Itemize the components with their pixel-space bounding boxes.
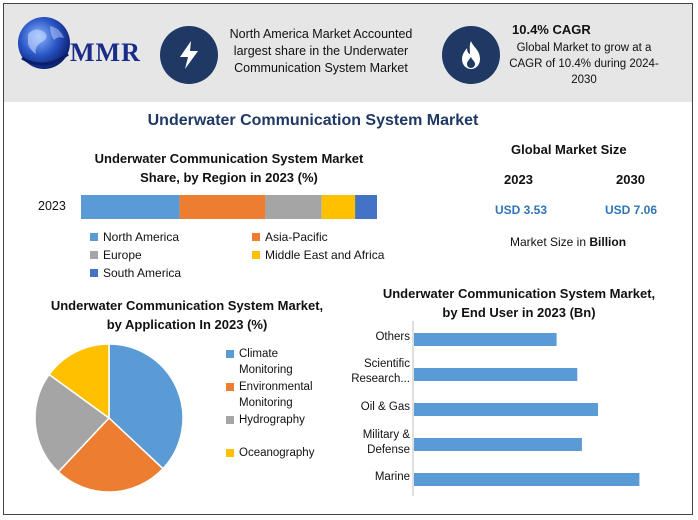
category-label-oil-gas: Oil & Gas bbox=[360, 401, 410, 413]
main-title: Underwater Communication System Market bbox=[147, 112, 479, 129]
legend-label: Asia-Pacific bbox=[265, 230, 328, 244]
region-bar-segment-south-america bbox=[355, 195, 377, 219]
logo-text: MMR bbox=[70, 38, 141, 67]
legend-asia-pacific: Asia-Pacific bbox=[252, 230, 328, 244]
mmr-logo: MMR bbox=[14, 12, 154, 82]
legend-label: Europe bbox=[103, 248, 142, 262]
legend-south-america: South America bbox=[90, 266, 181, 280]
legend-hydrography: Hydrography bbox=[226, 412, 326, 428]
legend-north-america: North America bbox=[90, 230, 179, 244]
category-label-scientific-research: Scientific Research... bbox=[351, 358, 410, 385]
end-user-bar-chart bbox=[412, 321, 640, 496]
market-size-title: Global Market Size bbox=[511, 142, 627, 157]
category-label-others: Others bbox=[375, 331, 410, 343]
header-band: MMR North America Market Accounted large… bbox=[4, 4, 692, 102]
legend-middle-east-africa: Middle East and Africa bbox=[252, 248, 384, 262]
market-note: North America Market Accounted largest s… bbox=[229, 27, 413, 75]
end-user-bar-others bbox=[414, 333, 557, 346]
legend-swatch bbox=[252, 233, 260, 241]
cagr-title: 10.4% CAGR bbox=[512, 22, 591, 37]
region-bar-segment-north-america bbox=[81, 195, 180, 219]
market-size-unit-note: Market Size in Billion bbox=[510, 235, 627, 249]
market-size-year-2023: 2023 bbox=[504, 172, 533, 187]
category-label-military-defense: Military & Defense bbox=[362, 429, 410, 456]
pie-slice-oceanography bbox=[48, 343, 110, 420]
legend-label: Middle East and Africa bbox=[265, 248, 385, 262]
region-bar-segment-asia-pacific bbox=[179, 195, 266, 219]
legend-europe: Europe bbox=[90, 248, 142, 262]
legend-swatch bbox=[226, 416, 234, 424]
pie-slice-environmental-monitoring bbox=[57, 416, 165, 493]
legend-label: South America bbox=[103, 266, 182, 280]
end-user-bar-military-defense bbox=[414, 438, 582, 451]
market-size-year-2030: 2030 bbox=[616, 172, 645, 187]
legend-swatch bbox=[226, 350, 234, 358]
legend-oceanography: Oceanography bbox=[226, 445, 326, 461]
lightning-icon bbox=[160, 26, 218, 84]
region-bar-segment-europe bbox=[265, 195, 322, 219]
legend-swatch bbox=[90, 233, 98, 241]
market-size-value-2030: USD 7.06 bbox=[605, 203, 658, 217]
legend-swatch bbox=[252, 251, 260, 259]
region-bar-chart bbox=[81, 195, 377, 219]
globe-icon bbox=[18, 17, 70, 69]
flame-icon bbox=[442, 26, 500, 84]
market-size-value-2023: USD 3.53 bbox=[495, 203, 548, 217]
application-pie-chart bbox=[34, 343, 184, 493]
application-chart-title: Underwater Communication System Market, … bbox=[50, 298, 324, 332]
legend-label: Environmental Monitoring bbox=[239, 381, 313, 409]
legend-swatch bbox=[226, 383, 234, 391]
legend-swatch bbox=[226, 449, 234, 457]
legend-label: North America bbox=[103, 230, 180, 244]
legend-environmental-monitoring: Environmental Monitoring bbox=[226, 379, 326, 411]
category-label-marine: Marine bbox=[374, 471, 410, 483]
end-user-bar-scientific-research bbox=[414, 368, 578, 381]
infographic-frame: MMR North America Market Accounted large… bbox=[3, 3, 693, 515]
end-user-bar-marine bbox=[414, 473, 640, 486]
region-chart-title: Underwater Communication System Market S… bbox=[94, 151, 364, 185]
legend-climate-monitoring: Climate Monitoring bbox=[226, 346, 326, 378]
pie-slice-climate-monitoring bbox=[108, 343, 184, 470]
region-bar-segment-middle-east-and-africa bbox=[321, 195, 356, 219]
region-year-label: 2023 bbox=[38, 199, 66, 213]
legend-swatch bbox=[90, 251, 98, 259]
legend-swatch bbox=[90, 269, 98, 277]
end-user-chart-title: Underwater Communication System Market, … bbox=[382, 286, 656, 320]
end-user-bar-oil-gas bbox=[414, 403, 598, 416]
pie-slice-hydrography bbox=[34, 373, 111, 474]
legend-label: Hydrography bbox=[239, 414, 305, 426]
legend-label: Climate Monitoring bbox=[239, 348, 293, 376]
cagr-text: Global Market to grow at a CAGR of 10.4%… bbox=[509, 42, 659, 86]
legend-label: Oceanography bbox=[239, 447, 315, 459]
